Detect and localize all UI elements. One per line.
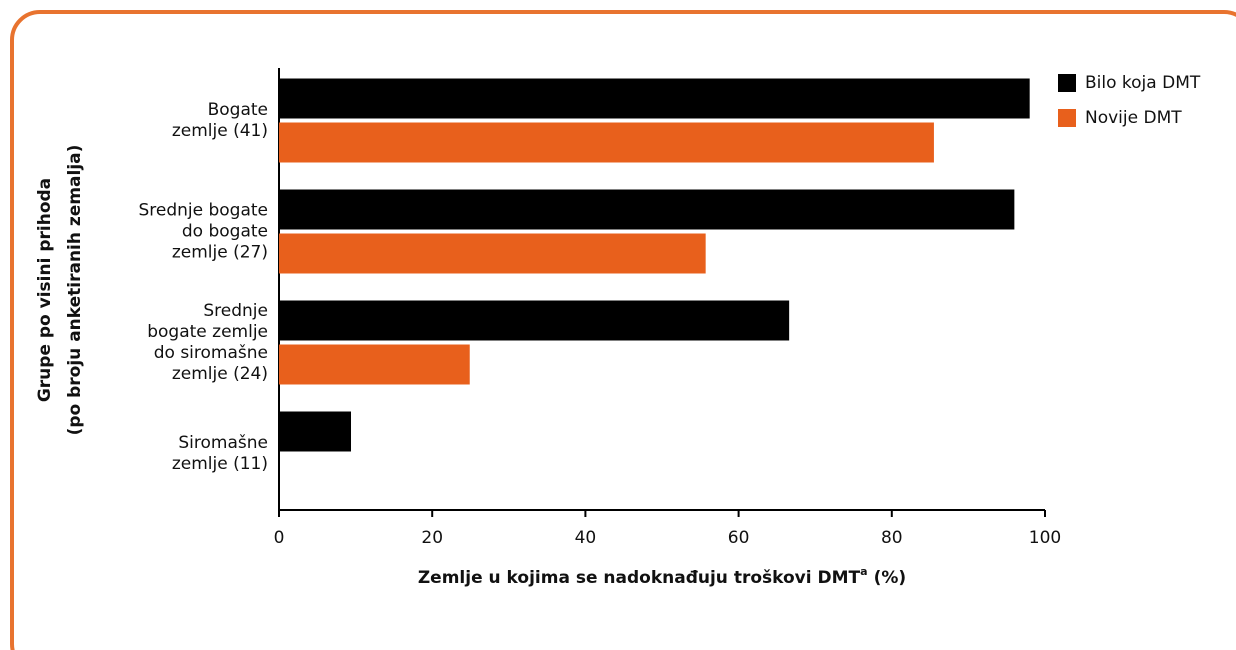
- x-axis-label-sup: a: [860, 565, 867, 578]
- y-axis-label: Grupe po visini prihoda (po broju anketir…: [35, 145, 85, 436]
- legend-swatch: [1058, 109, 1076, 127]
- bar: [279, 300, 790, 341]
- legend-label: Bilo koja DMT: [1085, 73, 1201, 93]
- x-axis-label-unit: (%): [874, 568, 907, 588]
- legend-label: Novije DMT: [1085, 108, 1182, 128]
- bar: [279, 122, 934, 163]
- x-tick-label: 20: [421, 528, 443, 548]
- y-tick-label: Bogate zemlje (41): [172, 100, 268, 141]
- y-tick-label: Srednje bogate do bogate zemlje (27): [138, 201, 268, 263]
- y-tick-label: Srednje bogate zemlje do siromašne zemlje (…: [147, 301, 268, 384]
- x-tick-label: 60: [728, 528, 750, 548]
- bar: [279, 344, 470, 385]
- y-tick-label: Siromašne zemlje (11): [172, 433, 268, 474]
- frame: [10, 10, 1236, 650]
- bar: [279, 411, 352, 452]
- x-tick-label: 80: [881, 528, 903, 548]
- bar: [279, 78, 1030, 119]
- x-tick-label: 0: [274, 528, 285, 548]
- x-axis-label: Zemlje u kojima se nadoknađuju troškovi …: [418, 565, 906, 588]
- x-tick-label: 40: [575, 528, 597, 548]
- bar: [279, 233, 706, 274]
- legend-swatch: [1058, 74, 1076, 92]
- bar: [279, 189, 1015, 230]
- x-tick-label: 100: [1029, 528, 1061, 548]
- x-axis-label-text: Zemlje u kojima se nadoknađuju troškovi …: [418, 568, 861, 588]
